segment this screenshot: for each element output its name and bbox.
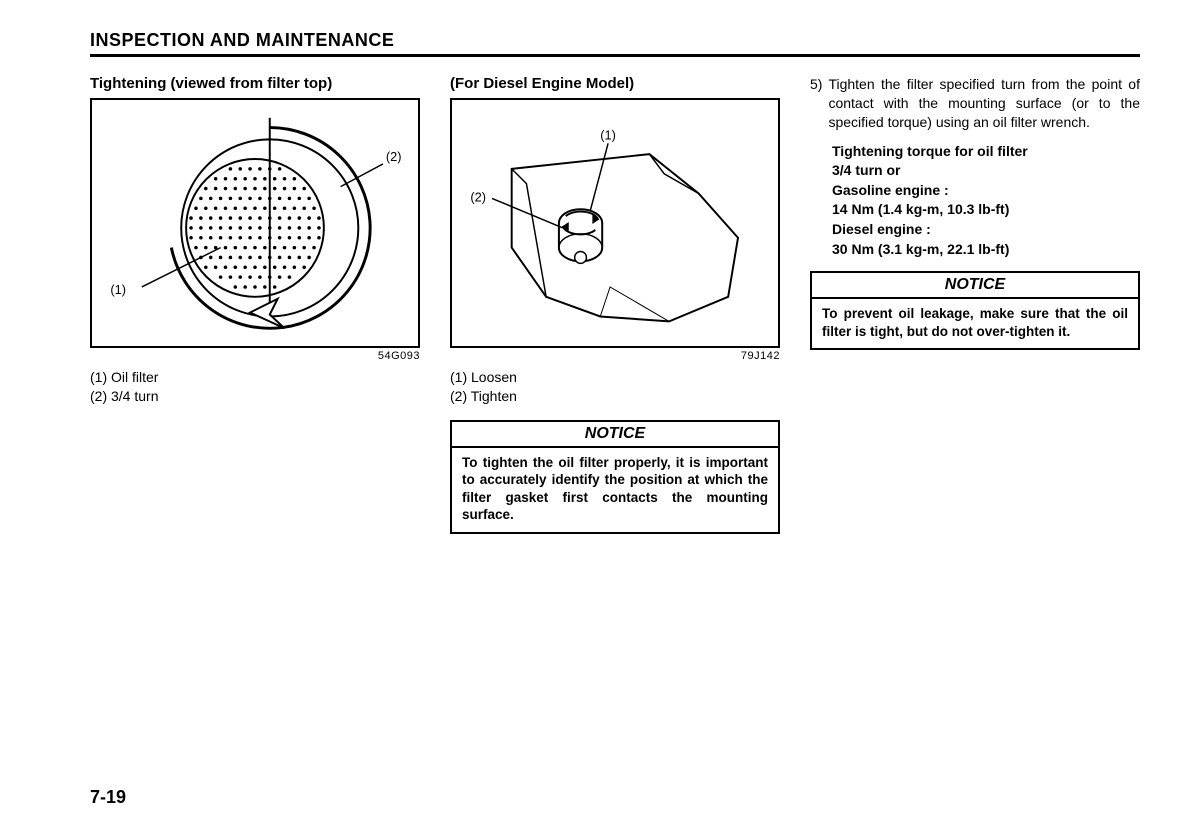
callout-1: (1) — [110, 282, 126, 297]
figure-diesel-engine: (1) (2) — [450, 98, 780, 348]
notice-body: To prevent oil leakage, make sure that t… — [812, 299, 1138, 348]
legend-1: (1) Oil filter — [90, 368, 420, 387]
notice-title: NOTICE — [452, 422, 778, 448]
manual-page: INSPECTION AND MAINTENANCE Tightening (v… — [0, 0, 1200, 838]
step-5: 5) Tighten the filter specified turn fro… — [810, 75, 1140, 132]
torque-spec: Tightening torque for oil filter 3/4 tur… — [810, 142, 1140, 260]
figure-tightening-top-view: (1) (2) — [90, 98, 420, 348]
callout-2: (2) — [386, 149, 402, 164]
col1-subhead: Tightening (viewed from filter top) — [90, 75, 420, 92]
drain-plug — [575, 252, 587, 264]
page-number: 7-19 — [90, 787, 126, 808]
torque-gas-value: 14 Nm (1.4 kg-m, 10.3 lb-ft) — [832, 200, 1140, 220]
notice-box-1: NOTICE To tighten the oil filter properl… — [450, 420, 780, 534]
dot-pattern — [189, 167, 320, 289]
legend-1: (1) Loosen — [450, 368, 780, 387]
torque-gas-label: Gasoline engine : — [832, 181, 1140, 201]
torque-line1: 3/4 turn or — [832, 161, 1140, 181]
step-list: 5) Tighten the filter specified turn fro… — [810, 75, 1140, 132]
notice-body: To tighten the oil filter properly, it i… — [452, 448, 778, 532]
legend-2: (2) 3/4 turn — [90, 387, 420, 406]
arc-arrowhead — [250, 299, 284, 329]
fig2-id: 79J142 — [450, 350, 780, 362]
column-2: (For Diesel Engine Model) — [450, 75, 780, 534]
content-columns: Tightening (viewed from filter top) — [90, 75, 1140, 534]
notice-title: NOTICE — [812, 273, 1138, 299]
col2-subhead: (For Diesel Engine Model) — [450, 75, 780, 92]
fig1-id: 54G093 — [90, 350, 420, 362]
section-title: INSPECTION AND MAINTENANCE — [90, 30, 1140, 57]
torque-title: Tightening torque for oil filter — [832, 142, 1140, 162]
callout-2: (2) — [470, 189, 486, 204]
torque-diesel-value: 30 Nm (3.1 kg-m, 22.1 lb-ft) — [832, 240, 1140, 260]
leader-2 — [341, 164, 383, 187]
col1-legend: (1) Oil filter (2) 3/4 turn — [90, 368, 420, 406]
col2-legend: (1) Loosen (2) Tighten — [450, 368, 780, 406]
fig2-svg: (1) (2) — [452, 100, 778, 346]
legend-2: (2) Tighten — [450, 387, 780, 406]
step-text: Tighten the filter specified turn from t… — [828, 75, 1140, 132]
notice-box-2: NOTICE To prevent oil leakage, make sure… — [810, 271, 1140, 350]
torque-diesel-label: Diesel engine : — [832, 220, 1140, 240]
column-3: 5) Tighten the filter specified turn fro… — [810, 75, 1140, 534]
callout-1: (1) — [600, 127, 616, 142]
step-number: 5) — [810, 75, 822, 132]
column-1: Tightening (viewed from filter top) — [90, 75, 420, 534]
fig1-svg: (1) (2) — [92, 100, 418, 346]
leader-1 — [142, 248, 221, 287]
